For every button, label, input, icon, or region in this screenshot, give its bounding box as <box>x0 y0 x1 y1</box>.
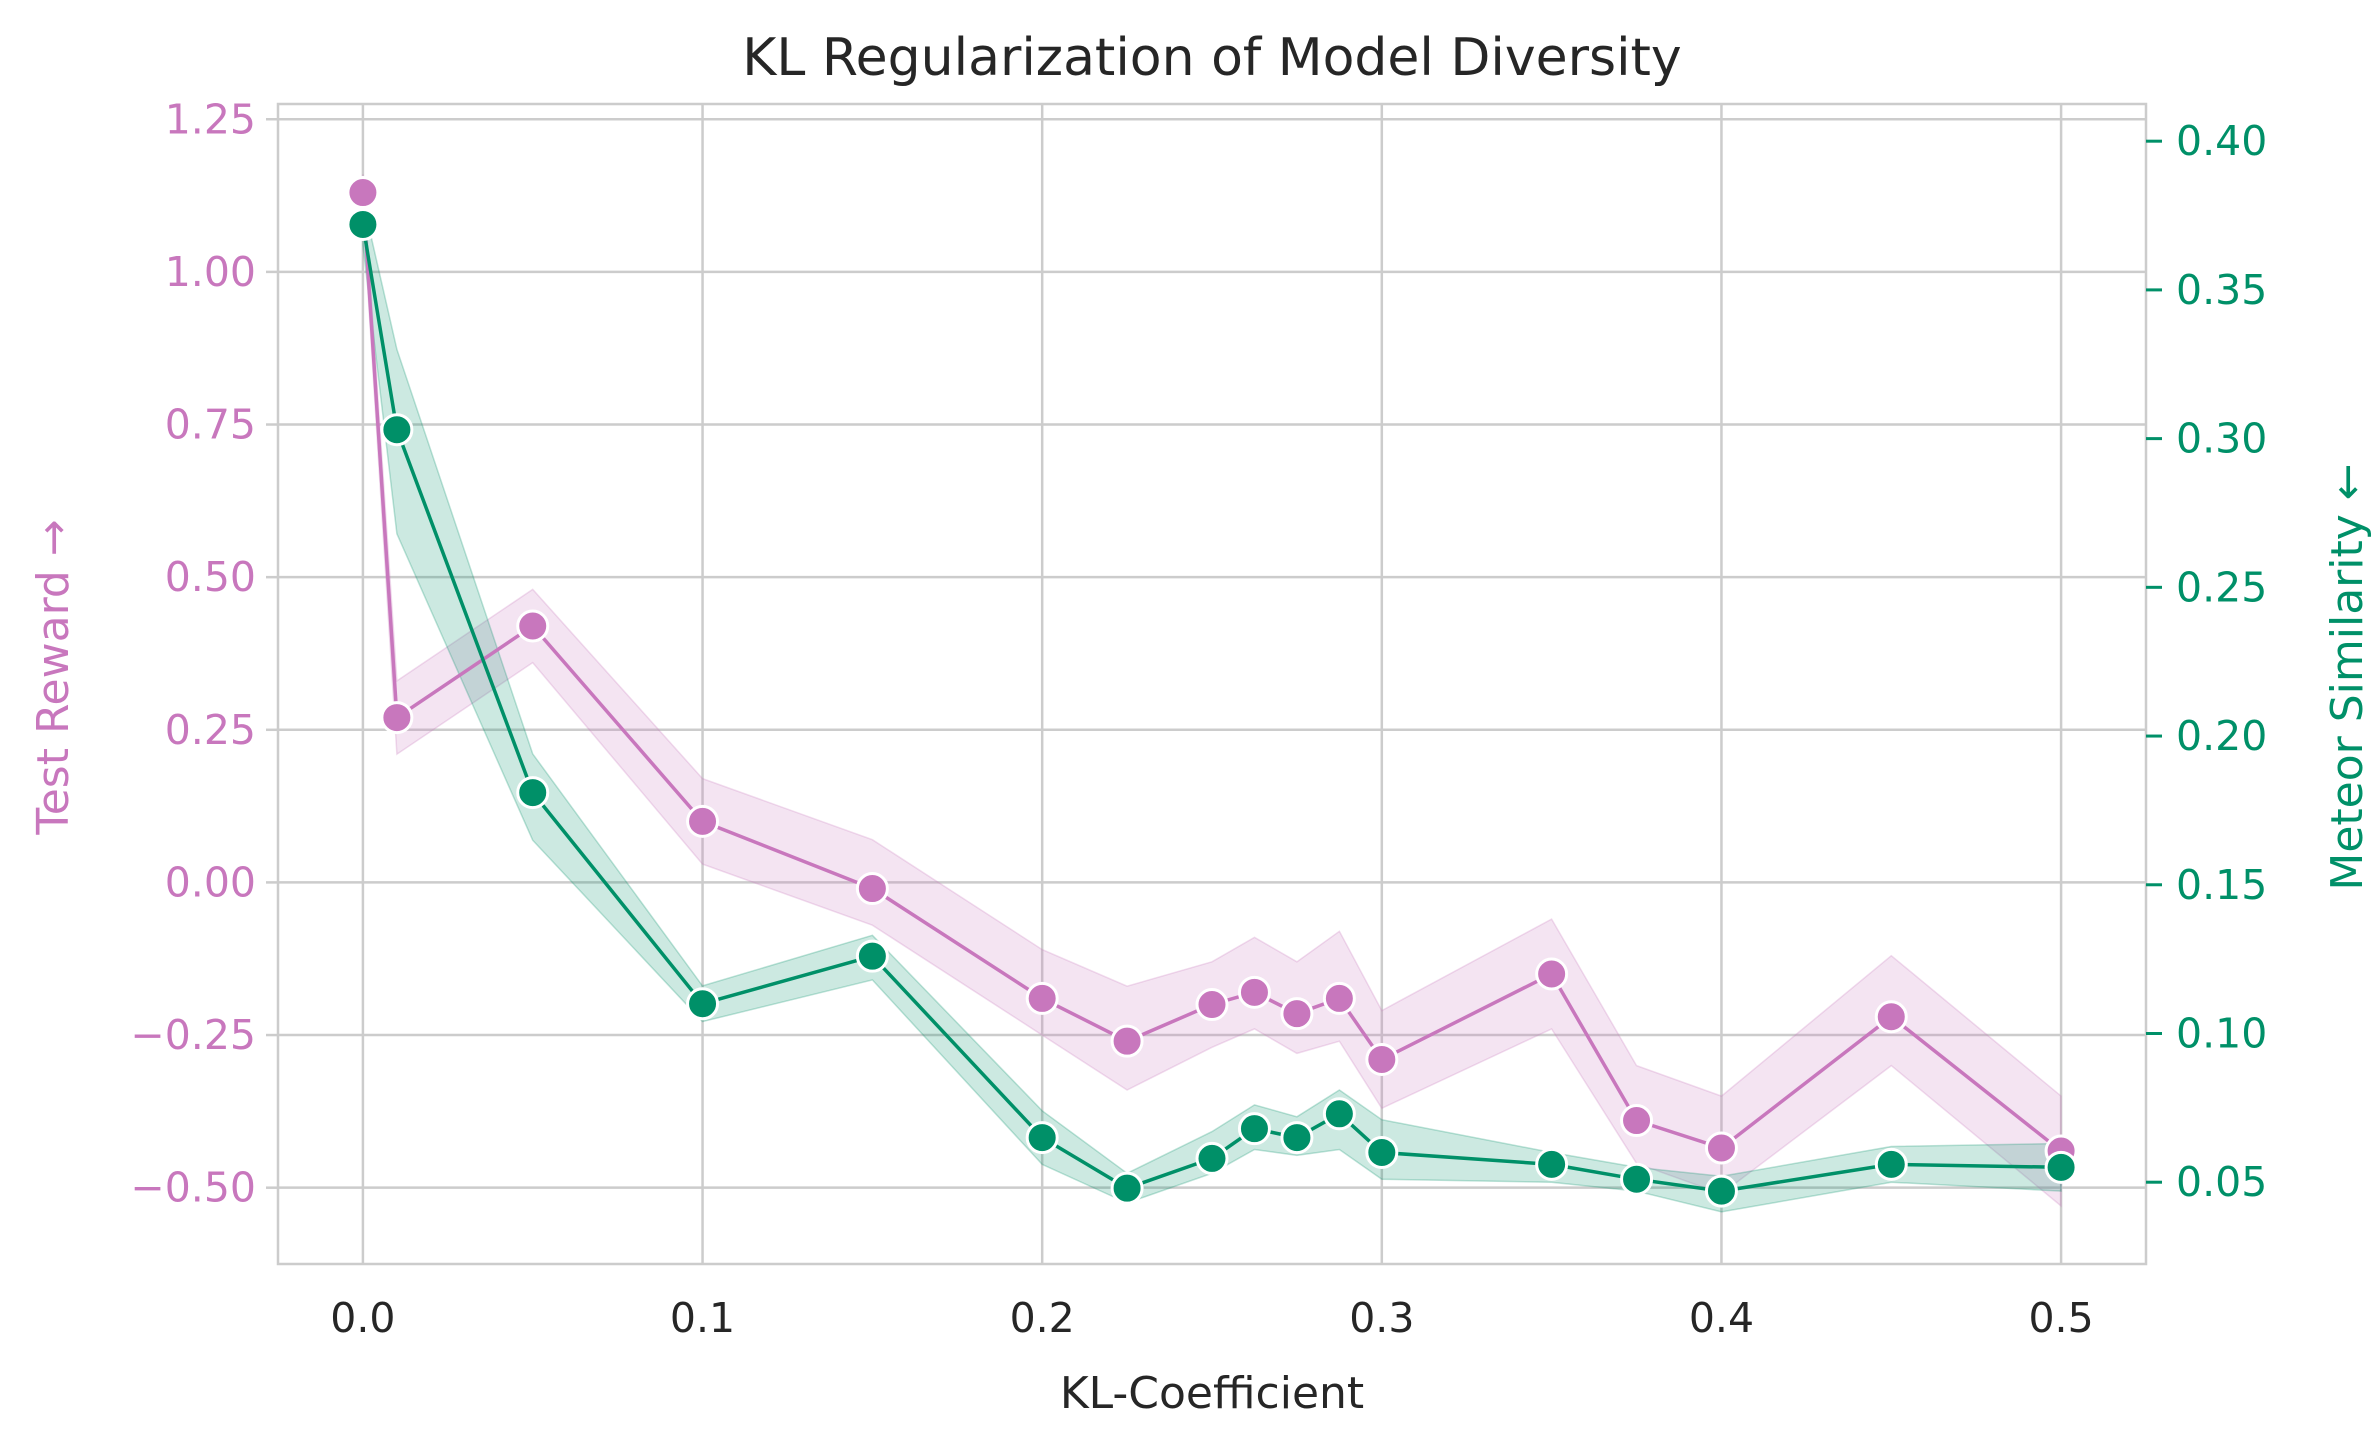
test-reward-point <box>1365 1042 1399 1076</box>
y-right-tick-label: 0.30 <box>2176 415 2267 463</box>
meteor-similarity-point <box>1874 1147 1908 1181</box>
meteor-similarity-point <box>1195 1141 1229 1175</box>
y-right-tick-label: 0.20 <box>2176 712 2267 760</box>
meteor-similarity-point <box>346 207 380 241</box>
meteor-similarity-point <box>1365 1135 1399 1169</box>
meteor-similarity-point <box>1110 1171 1144 1205</box>
meteor-similarity-point <box>1280 1121 1314 1155</box>
x-tick-label: 0.4 <box>1689 1294 1754 1342</box>
y-left-tick-label: 0.25 <box>165 706 256 754</box>
y-left-axis-label: Test Reward → <box>28 519 79 835</box>
y-left-tick-label: 0.50 <box>165 553 256 601</box>
test-reward-point <box>686 804 720 838</box>
test-reward-point <box>1025 981 1059 1015</box>
test-reward-point <box>516 609 550 643</box>
test-reward-point <box>1874 1000 1908 1034</box>
test-reward-point <box>380 701 414 735</box>
plot-frame <box>276 102 2148 1266</box>
y-right-tick-label: 0.35 <box>2176 266 2267 314</box>
x-tick-label: 0.2 <box>1010 1294 1075 1342</box>
y-left-tick-label: 0.00 <box>165 858 256 906</box>
x-axis-label: KL-Coefficient <box>1060 1368 1364 1419</box>
meteor-similarity-point <box>1025 1121 1059 1155</box>
x-tick-label: 0.1 <box>670 1294 735 1342</box>
test-reward-point <box>1704 1131 1738 1165</box>
meteor-similarity-point <box>855 939 889 973</box>
meteor-similarity-point <box>1535 1147 1569 1181</box>
y-right-tick-label: 0.10 <box>2176 1009 2267 1057</box>
meteor-similarity-band <box>362 200 2062 1213</box>
meteor-similarity-point <box>1322 1097 1356 1131</box>
test-reward-point <box>1535 957 1569 991</box>
test-reward-point <box>855 872 889 906</box>
meteor-similarity-point <box>1704 1174 1738 1208</box>
series-points <box>346 176 2078 1208</box>
y-left-tick-label: 0.75 <box>165 401 256 449</box>
test-reward-point <box>1195 988 1229 1022</box>
test-reward-point <box>1110 1024 1144 1058</box>
y-right-tick-label: 0.05 <box>2176 1158 2267 1206</box>
meteor-similarity-point <box>380 413 414 447</box>
test-reward-point <box>1280 997 1314 1031</box>
meteor-similarity-point <box>2044 1150 2078 1184</box>
meteor-similarity-point <box>516 776 550 810</box>
meteor-similarity-point <box>1237 1112 1271 1146</box>
test-reward-point <box>1237 975 1271 1009</box>
y-right-tick-label: 0.25 <box>2176 563 2267 611</box>
y-left-tick-label: 1.25 <box>165 95 256 143</box>
chart-title: KL Regularization of Model Diversity <box>742 28 1681 88</box>
meteor-similarity-point <box>1620 1162 1654 1196</box>
x-tick-label: 0.0 <box>330 1294 395 1342</box>
y-right-tick-label: 0.15 <box>2176 861 2267 909</box>
y-right-tick-label: 0.40 <box>2176 117 2267 165</box>
test-reward-point <box>1620 1104 1654 1138</box>
grid <box>278 104 2146 1264</box>
x-tick-label: 0.5 <box>2028 1294 2093 1342</box>
y-left-tick-label: −0.50 <box>130 1164 256 1212</box>
meteor-similarity-point <box>686 987 720 1021</box>
y-left-tick-label: 1.00 <box>165 248 256 296</box>
test-reward-point <box>346 176 380 210</box>
x-tick-label: 0.3 <box>1349 1294 1414 1342</box>
y-left-tick-label: −0.25 <box>130 1011 256 1059</box>
axis-ticks: 0.0 0.1 0.2 0.3 0.4 0.5 −0.50 −0.25 0.00 0.25 0.50… <box>130 95 2267 1342</box>
test-reward-point <box>1322 981 1356 1015</box>
y-right-axis-label: Meteor Similarity ← <box>2322 463 2373 890</box>
